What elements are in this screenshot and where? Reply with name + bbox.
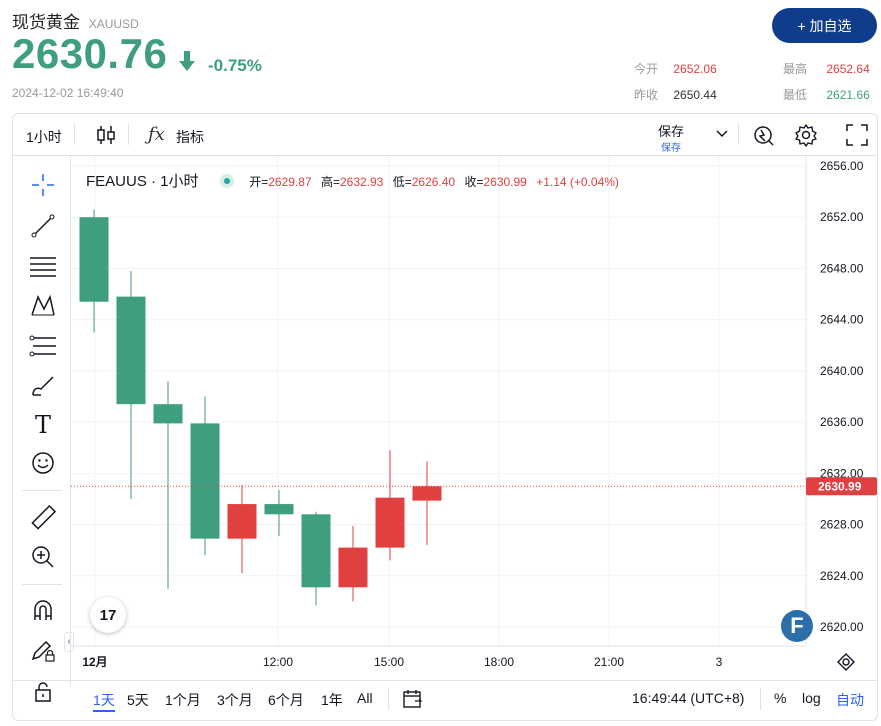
range-all[interactable]: All xyxy=(357,690,373,706)
time-tick-label: 21:00 xyxy=(594,655,624,669)
current-price-tag xyxy=(806,477,877,496)
candle-body xyxy=(79,217,109,302)
toolbar-separator xyxy=(22,490,62,491)
candle-body xyxy=(153,404,183,424)
range-3m[interactable]: 3个月 xyxy=(217,692,253,708)
price-tick-label: 2656.00 xyxy=(820,159,864,173)
pattern-icon[interactable] xyxy=(26,291,60,321)
candle-body xyxy=(338,547,368,588)
trend-line-icon[interactable] xyxy=(26,211,60,241)
candle-body xyxy=(412,486,442,501)
toolbar-divider xyxy=(738,123,739,145)
stat-high: 最高 2652.64 xyxy=(783,62,870,76)
percent-toggle[interactable]: % xyxy=(774,690,787,706)
instrument-symbol: XAUUSD xyxy=(88,17,139,31)
horizontal-lines-icon[interactable] xyxy=(26,251,60,281)
candle-body xyxy=(227,504,257,539)
range-1d[interactable]: 1天 xyxy=(93,690,115,712)
market-status-dot xyxy=(219,174,234,188)
gear-icon[interactable] xyxy=(794,123,818,147)
toolbar-divider xyxy=(74,123,75,145)
time-tick-label: 12月 xyxy=(82,655,107,669)
bottom-toolbar-border xyxy=(13,680,877,681)
candle-body xyxy=(190,423,220,539)
crosshair-icon[interactable] xyxy=(26,170,60,200)
left-toolbar-border xyxy=(70,156,71,686)
time-tick-label: 12:00 xyxy=(263,655,293,669)
price-tick-label: 2652.00 xyxy=(820,210,864,224)
candle-body xyxy=(116,296,146,405)
range-1y[interactable]: 1年 xyxy=(321,692,343,708)
quote-timestamp: 2024-12-02 16:49:40 xyxy=(12,86,124,100)
auto-toggle[interactable]: 自动 xyxy=(836,692,864,708)
log-toggle[interactable]: log xyxy=(802,690,821,706)
time-tick-label: 18:00 xyxy=(484,655,514,669)
save-button[interactable]: 保存 保存 xyxy=(658,124,685,154)
function-icon[interactable]: ƒx xyxy=(148,124,165,145)
chart-widget xyxy=(12,113,878,721)
instrument-name: 现货黄金 xyxy=(12,13,80,32)
range-5d[interactable]: 5天 xyxy=(127,692,149,708)
stat-open: 今开 2652.06 xyxy=(634,62,717,76)
emoji-icon[interactable] xyxy=(26,448,60,478)
magnet-icon[interactable] xyxy=(26,596,60,626)
toolbar-divider xyxy=(128,123,129,145)
instrument-title: 现货黄金 XAUUSD xyxy=(12,8,139,33)
range-divider xyxy=(388,688,389,710)
stat-prev-close: 昨收 2650.44 xyxy=(634,88,717,102)
price-tick-label: 2620.00 xyxy=(820,620,864,634)
down-arrow-icon xyxy=(179,51,195,71)
brush-icon[interactable] xyxy=(26,371,60,401)
collapse-toolbar-button[interactable]: ‹ xyxy=(64,632,74,652)
time-tick-label: 3 xyxy=(716,655,723,669)
tradingview-logo[interactable]: 17 xyxy=(90,597,126,633)
price-tick-label: 2648.00 xyxy=(820,261,864,275)
price-tick-label: 2644.00 xyxy=(820,313,864,327)
change-percent: -0.75% xyxy=(208,56,262,75)
range-1m[interactable]: 1个月 xyxy=(165,692,201,708)
toolbar-border xyxy=(13,155,877,156)
clock-display[interactable]: 16:49:44 (UTC+8) xyxy=(632,690,745,706)
ohlc-legend: FEAUUS · 1小时 开=2629.87 高=2632.93 低=2626.… xyxy=(86,173,619,190)
candle-type-icon[interactable] xyxy=(96,124,116,146)
indicators-button[interactable]: 指标 xyxy=(176,129,204,145)
current-price: 2630.76 xyxy=(12,30,168,77)
stat-low: 最低 2621.66 xyxy=(783,88,870,102)
price-tick-label: 2632.00 xyxy=(820,466,864,480)
provider-logo[interactable]: F xyxy=(781,610,813,642)
alert-icon[interactable] xyxy=(752,123,776,147)
candle-body xyxy=(264,504,294,515)
toolbar-separator xyxy=(22,584,62,585)
lock-icon[interactable] xyxy=(26,677,60,707)
price-chart[interactable]: 2656.00 2652.00 2648.00 2644.00 2640.00 2636.… xyxy=(71,156,877,680)
add-watchlist-button[interactable]: + 加自选 xyxy=(772,8,877,43)
calendar-icon[interactable] xyxy=(402,688,424,710)
current-price-label: 2630.99 xyxy=(818,479,862,493)
price-tick-label: 2628.00 xyxy=(820,518,864,532)
interval-selector[interactable]: 1小时 xyxy=(26,129,62,145)
zoom-in-icon[interactable] xyxy=(26,542,60,572)
fib-levels-icon[interactable] xyxy=(26,331,60,361)
fullscreen-icon[interactable] xyxy=(846,124,868,146)
chevron-down-icon[interactable] xyxy=(716,130,728,138)
candle-body xyxy=(375,497,405,548)
legend-symbol: FEAUUS · 1小时 xyxy=(86,173,199,190)
price-tick-label: 2636.00 xyxy=(820,415,864,429)
price-tick-label: 2640.00 xyxy=(820,364,864,378)
candle-body xyxy=(301,514,331,588)
pencil-lock-icon[interactable] xyxy=(26,636,60,666)
ruler-icon[interactable] xyxy=(26,503,60,533)
text-tool-icon[interactable]: T xyxy=(34,411,51,439)
axis-settings-icon[interactable] xyxy=(836,652,856,672)
price-tick-label: 2624.00 xyxy=(820,569,864,583)
time-tick-label: 15:00 xyxy=(374,655,404,669)
range-6m[interactable]: 6个月 xyxy=(268,692,304,708)
bottom-divider xyxy=(760,688,761,710)
